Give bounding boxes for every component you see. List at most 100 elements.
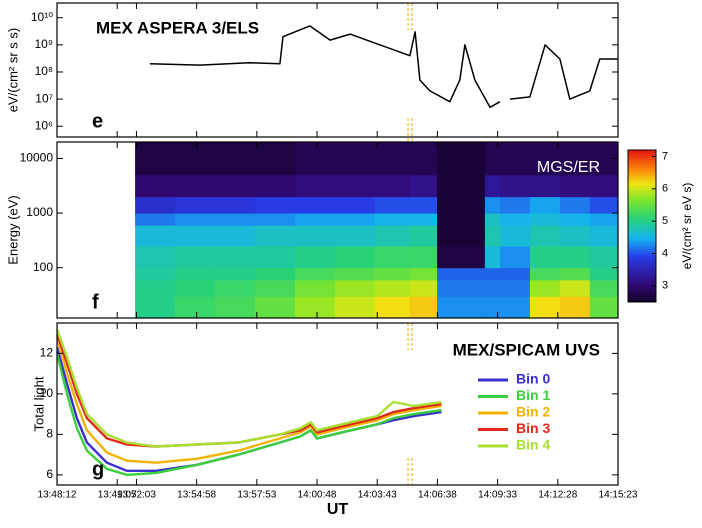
heatmap-cell xyxy=(374,174,411,198)
y-axis-label: eV/(cm² sr s s) xyxy=(5,28,20,113)
heatmap-cell xyxy=(484,174,501,198)
data-line xyxy=(57,353,442,477)
heatmap-cell xyxy=(174,296,216,318)
heatmap-cell xyxy=(500,142,531,176)
heatmap-cell xyxy=(214,174,256,198)
colorbar-segment xyxy=(628,180,656,184)
heatmap-cell xyxy=(374,225,411,247)
colorbar-segment xyxy=(628,271,656,275)
heatmap-cell xyxy=(255,196,296,214)
panel-frame xyxy=(56,322,619,486)
heatmap-cell xyxy=(500,225,531,247)
heatmap-cell xyxy=(174,196,216,214)
heatmap-cell xyxy=(409,174,438,198)
panel-label: e xyxy=(92,110,103,132)
colorbar-segment xyxy=(628,155,656,159)
colorbar-segment xyxy=(628,177,656,181)
x-tick-label: 13:52:03 xyxy=(117,490,156,501)
heatmap-cell xyxy=(174,174,216,198)
heatmap-cell xyxy=(135,279,176,297)
colorbar-segment xyxy=(628,264,656,268)
heatmap-cell xyxy=(484,245,501,269)
heatmap-cell xyxy=(214,142,256,176)
heatmap-cell xyxy=(135,142,176,176)
heatmap-cell xyxy=(529,196,561,214)
heatmap-cell xyxy=(437,296,486,318)
heatmap-cell xyxy=(484,196,501,214)
colorbar-segment xyxy=(628,258,656,262)
colorbar-segment xyxy=(628,246,656,250)
heatmap-cell xyxy=(334,142,376,176)
heatmap-cell xyxy=(529,267,561,281)
heatmap-cell xyxy=(135,225,176,247)
heatmap-cell xyxy=(334,196,376,214)
colorbar-label: eV/(cm² sr eV s) xyxy=(680,183,694,270)
heatmap-cell xyxy=(500,174,531,198)
heatmap-cell xyxy=(214,225,256,247)
x-tick-label: 13:57:53 xyxy=(237,490,276,501)
heatmap-cell xyxy=(409,245,438,269)
panel-label: f xyxy=(92,291,99,313)
heatmap-cell xyxy=(174,245,216,269)
heatmap-cell xyxy=(135,213,176,226)
heatmap-cell xyxy=(589,225,618,247)
x-tick-label: 14:06:38 xyxy=(418,490,457,501)
colorbar-tick-label: 5 xyxy=(662,215,668,227)
colorbar-tick-label: 6 xyxy=(662,183,668,195)
x-tick-label: 14:00:48 xyxy=(298,490,337,501)
heatmap-cell xyxy=(500,196,531,214)
heatmap-cell xyxy=(374,213,411,226)
heatmap-cell xyxy=(135,296,176,318)
colorbar-segment xyxy=(628,152,656,156)
y-tick-label: 10⁶ xyxy=(35,118,53,132)
colorbar-segment xyxy=(628,276,656,280)
colorbar-segment xyxy=(628,172,656,176)
colorbar-segment xyxy=(628,210,656,214)
heatmap-cell xyxy=(135,245,176,269)
heatmap-cell xyxy=(374,279,411,297)
heatmap-cell xyxy=(589,279,618,297)
colorbar-segment xyxy=(628,241,656,245)
x-axis-label: UT xyxy=(327,501,349,518)
colorbar-segment xyxy=(628,269,656,273)
colorbar-segment xyxy=(628,200,656,204)
colorbar-segment xyxy=(628,266,656,270)
legend-label: Bin 0 xyxy=(516,371,550,387)
heatmap-cell xyxy=(589,267,618,281)
plot-area xyxy=(149,25,618,109)
y-tick-label: 100 xyxy=(33,260,53,274)
heatmap-cell xyxy=(374,245,411,269)
heatmap-cell xyxy=(374,267,411,281)
heatmap-cell xyxy=(529,225,561,247)
heatmap-cell xyxy=(559,296,591,318)
heatmap-cell xyxy=(374,142,411,176)
data-line xyxy=(57,336,442,464)
colorbar-segment xyxy=(628,294,656,298)
colorbar-segment xyxy=(628,203,656,207)
data-line xyxy=(149,25,618,109)
heatmap-cell xyxy=(214,279,256,297)
x-tick-label: 13:49:07 xyxy=(98,490,137,501)
heatmap-cell xyxy=(255,225,296,247)
heatmap-cell xyxy=(529,279,561,297)
heatmap-cell xyxy=(255,174,296,198)
heatmap-cell xyxy=(437,142,486,176)
heatmap-cell xyxy=(295,279,336,297)
colorbar-segment xyxy=(628,162,656,166)
colorbar-segment xyxy=(628,157,656,161)
y-tick-label: 10 xyxy=(40,386,54,400)
colorbar-segment xyxy=(628,165,656,169)
heatmap-cell xyxy=(484,267,501,281)
y-tick-label: 10¹⁰ xyxy=(31,10,53,24)
y-tick-label: 12 xyxy=(40,346,54,360)
heatmap-cell xyxy=(529,174,561,198)
plot-area xyxy=(135,142,618,318)
colorbar-segment xyxy=(628,299,656,303)
colorbar-segment xyxy=(628,220,656,224)
legend-label: Bin 1 xyxy=(516,387,550,403)
panel-title: MEX/SPICAM UVS xyxy=(453,340,600,359)
colorbar-segment xyxy=(628,195,656,199)
heatmap-cell xyxy=(559,174,591,198)
colorbar-segment xyxy=(628,233,656,237)
heatmap-cell xyxy=(437,267,486,281)
